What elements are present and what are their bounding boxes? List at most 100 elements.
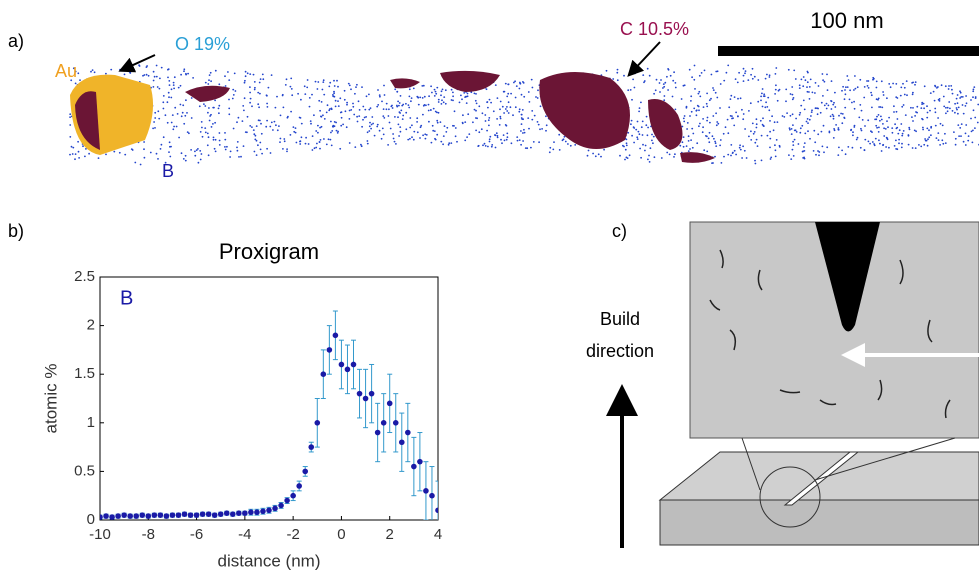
data-point: [284, 497, 290, 504]
atom: [450, 99, 453, 101]
atom: [428, 120, 430, 123]
atom: [224, 75, 226, 78]
atom: [716, 70, 719, 73]
data-point: [278, 502, 284, 509]
atom: [170, 88, 173, 91]
atom: [402, 103, 405, 106]
atom: [360, 145, 363, 148]
atom: [647, 158, 649, 161]
atom: [183, 122, 186, 125]
atom: [683, 115, 686, 117]
atom: [710, 97, 712, 100]
atom: [168, 141, 171, 144]
atom: [420, 124, 423, 127]
atom: [466, 136, 468, 139]
atom: [638, 133, 641, 136]
atom: [737, 115, 739, 118]
atom: [252, 73, 255, 76]
atom: [743, 149, 746, 152]
atom: [488, 138, 491, 141]
atom: [762, 124, 765, 127]
atom: [691, 76, 693, 79]
atom: [955, 107, 958, 109]
atom: [944, 85, 947, 88]
atom: [154, 117, 157, 119]
atom: [817, 133, 820, 136]
atom: [309, 120, 312, 122]
atom: [167, 68, 169, 71]
atom: [484, 120, 487, 122]
scale-label: 100 nm: [810, 8, 883, 33]
atom: [232, 94, 235, 96]
atom: [814, 141, 817, 144]
atom: [388, 121, 391, 124]
atom: [934, 85, 937, 88]
atom: [841, 149, 843, 152]
atom: [201, 126, 203, 129]
atom: [244, 70, 247, 73]
atom: [755, 126, 758, 129]
atom: [709, 121, 711, 124]
atom: [699, 95, 702, 98]
atom: [200, 153, 203, 155]
atom: [821, 145, 824, 148]
atom: [179, 84, 182, 87]
atom: [259, 92, 261, 95]
atom: [822, 124, 825, 127]
atom: [228, 79, 231, 81]
atom: [915, 130, 917, 133]
atom: [770, 156, 773, 159]
atom: [669, 74, 672, 77]
atom: [306, 79, 309, 81]
atom: [241, 120, 244, 122]
atom: [846, 86, 849, 88]
atom: [679, 144, 682, 147]
atom: [319, 139, 322, 141]
atom: [569, 144, 572, 147]
atom: [424, 133, 427, 136]
atom: [322, 114, 324, 117]
atom: [433, 95, 436, 97]
atom: [229, 150, 232, 153]
atom: [448, 142, 451, 145]
atom: [616, 79, 619, 82]
atom: [826, 146, 829, 149]
atom: [545, 115, 547, 118]
atom: [496, 134, 499, 137]
atom: [682, 145, 685, 148]
atom: [798, 87, 801, 89]
atom: [399, 112, 401, 114]
atom: [325, 143, 328, 146]
label-o: O 19%: [175, 34, 230, 54]
atom: [74, 82, 77, 85]
atom: [317, 124, 319, 127]
atom: [484, 114, 487, 116]
atom: [486, 101, 488, 104]
atom: [377, 89, 379, 91]
atom: [708, 99, 711, 102]
atom: [953, 131, 955, 134]
atom: [400, 109, 403, 112]
atom: [879, 106, 882, 108]
atom: [834, 106, 837, 108]
atom: [436, 86, 439, 89]
atom: [319, 109, 321, 112]
atom: [521, 109, 524, 111]
atom: [775, 84, 777, 87]
atom: [178, 136, 181, 139]
atom: [861, 119, 864, 121]
atom: [329, 138, 332, 141]
atom: [867, 140, 870, 143]
atom: [871, 141, 874, 143]
atom: [697, 105, 700, 108]
atom: [166, 101, 169, 104]
atom: [353, 113, 356, 116]
atom: [754, 159, 756, 162]
atom: [759, 119, 762, 122]
atom: [834, 91, 836, 94]
atom: [875, 124, 878, 127]
atom: [382, 115, 385, 117]
atom: [794, 129, 797, 132]
atom: [691, 146, 694, 149]
atom: [641, 120, 644, 123]
